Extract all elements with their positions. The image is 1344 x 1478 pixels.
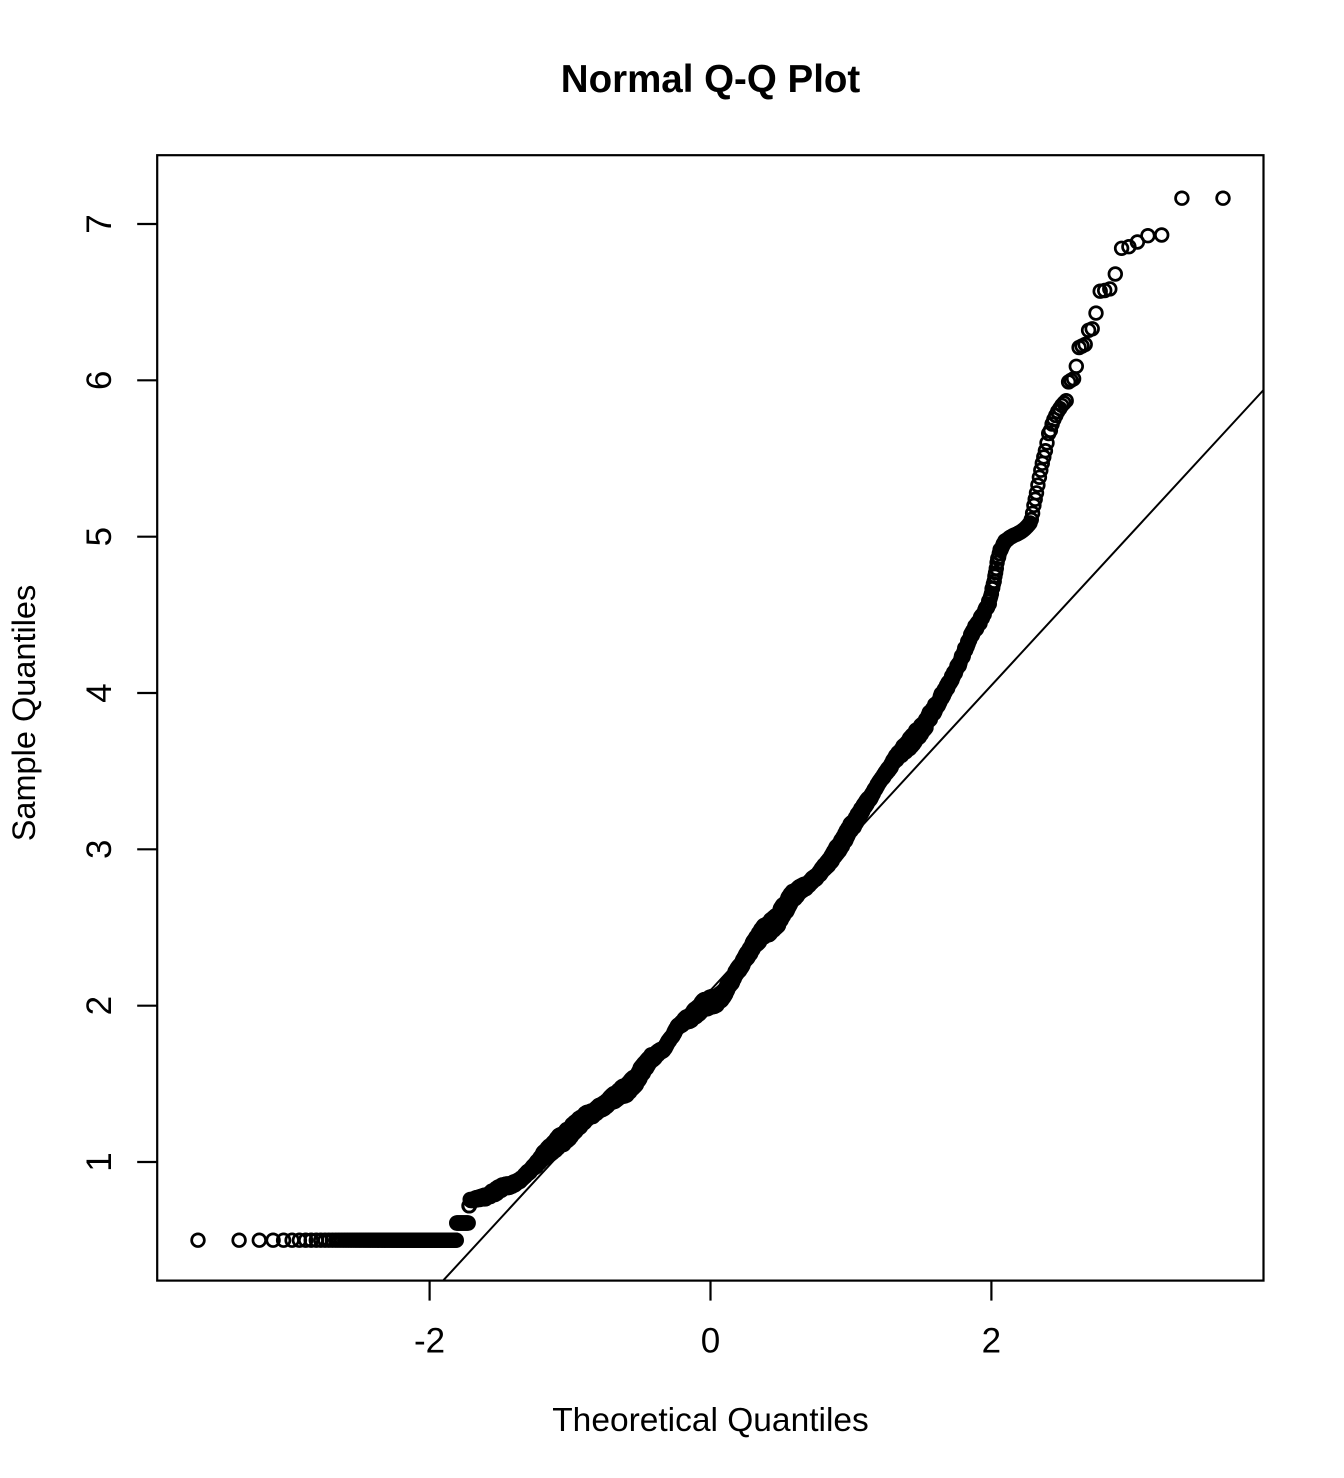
svg-text:2: 2 — [982, 1322, 1001, 1361]
svg-text:6: 6 — [80, 371, 119, 390]
svg-text:Normal Q-Q Plot: Normal Q-Q Plot — [561, 58, 861, 101]
svg-text:1: 1 — [80, 1152, 119, 1171]
svg-text:2: 2 — [80, 996, 119, 1015]
svg-text:7: 7 — [80, 214, 119, 233]
svg-text:3: 3 — [80, 840, 119, 859]
svg-text:Sample Quantiles: Sample Quantiles — [6, 585, 42, 842]
svg-text:Theoretical Quantiles: Theoretical Quantiles — [552, 1402, 869, 1439]
svg-text:0: 0 — [701, 1322, 720, 1361]
svg-text:4: 4 — [80, 683, 119, 702]
svg-text:5: 5 — [80, 527, 119, 546]
svg-text:-2: -2 — [414, 1322, 445, 1361]
